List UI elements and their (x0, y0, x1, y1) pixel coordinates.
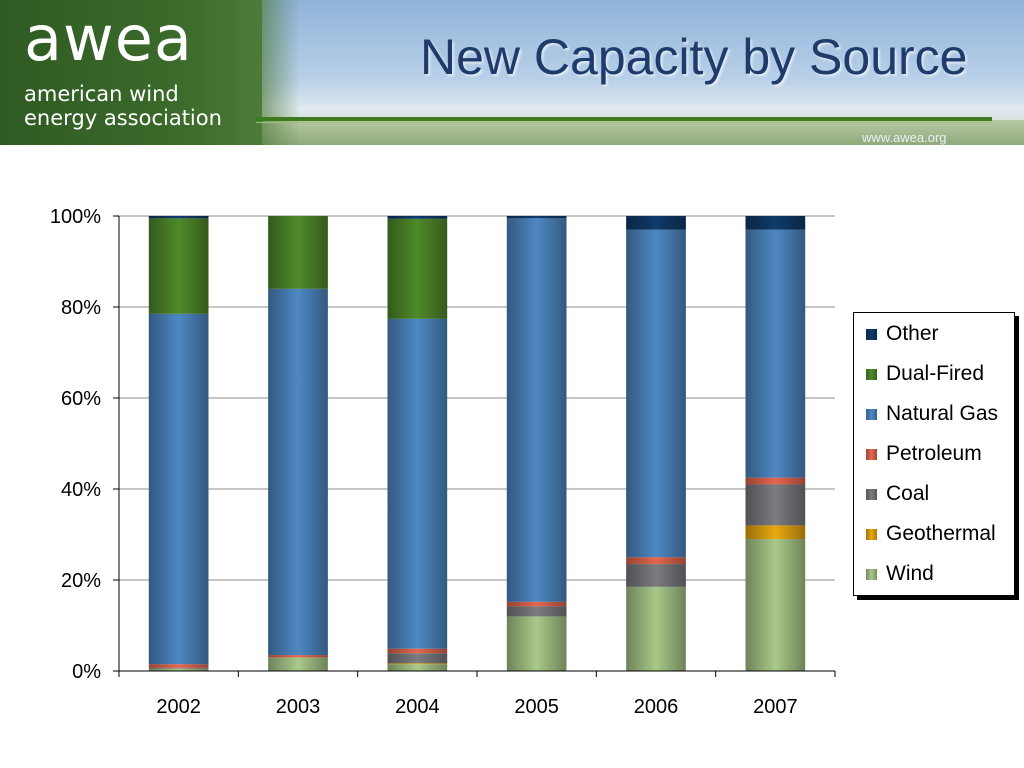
y-tick-label: 60% (61, 388, 101, 410)
legend-item-other: Other (866, 322, 939, 346)
y-tick-label: 80% (61, 297, 101, 319)
x-tick-label: 2004 (395, 696, 440, 718)
bar-segment-petroleum (626, 557, 686, 565)
bar-segment-petroleum (148, 664, 209, 668)
legend: Other Dual-Fired Natural Gas Petroleum Coal G… (853, 312, 1015, 596)
bar-segment-dual-fired (268, 216, 328, 289)
x-tick-label: 2006 (634, 696, 679, 718)
y-tick-label: 0% (72, 661, 101, 683)
legend-swatch (866, 568, 877, 580)
page-title: New Capacity by Source (420, 29, 968, 85)
header-landscape (262, 120, 1024, 145)
bar-segment-petroleum (268, 655, 328, 658)
bar-segment-petroleum (387, 648, 448, 654)
bar-segment-coal (387, 653, 448, 664)
legend-label: Other (886, 322, 939, 345)
bar-segment-wind (387, 664, 448, 671)
bar-segment-natural-gas (745, 229, 806, 478)
bars (148, 216, 806, 671)
axes (113, 215, 836, 677)
logo-wordmark: awea (24, 2, 193, 75)
gridlines (119, 215, 835, 581)
bar-segment-coal (148, 667, 209, 669)
y-tick-label: 20% (61, 570, 101, 592)
bar-segment-petroleum (506, 601, 567, 607)
bar-segment-other (626, 216, 686, 230)
bar-segment-wind (268, 657, 328, 671)
x-tick-label: 2002 (156, 696, 201, 718)
bar-segment-dual-fired (387, 218, 448, 319)
legend-item-petroleum: Petroleum (866, 442, 982, 466)
legend-item-wind: Wind (866, 562, 934, 586)
logo-subtitle: american wind energy association (24, 82, 222, 130)
bar-segment-geothermal (387, 663, 448, 665)
bar-segment-coal (626, 564, 686, 587)
x-tick-label: 2005 (514, 696, 559, 718)
legend-item-geothermal: Geothermal (866, 522, 996, 546)
bar-segment-natural-gas (626, 229, 686, 558)
legend-swatch (866, 368, 877, 380)
awea-logo-panel (0, 0, 262, 145)
bar-segment-coal (506, 606, 567, 617)
bar-segment-other (745, 216, 806, 230)
bar-segment-wind (506, 616, 567, 671)
y-tick-label: 40% (61, 479, 101, 501)
legend-item-natural-gas: Natural Gas (866, 402, 998, 426)
bar-segment-wind (148, 668, 209, 671)
legend-swatch (866, 528, 877, 540)
legend-swatch (866, 488, 877, 500)
bar-segment-coal (745, 484, 806, 526)
legend-label: Coal (886, 482, 930, 505)
legend-item-dual-fired: Dual-Fired (866, 362, 984, 386)
legend-label: Dual-Fired (886, 362, 985, 385)
legend-label: Geothermal (886, 522, 996, 545)
bar-segment-natural-gas (268, 288, 328, 656)
bar-segment-petroleum (745, 477, 806, 485)
legend-swatch (866, 408, 877, 420)
bar-segment-dual-fired (148, 218, 209, 314)
legend-label: Petroleum (886, 442, 982, 465)
title-rule (256, 117, 992, 121)
legend-item-coal: Coal (866, 482, 929, 506)
legend-label: Natural Gas (886, 402, 999, 425)
x-tick-label: 2003 (276, 696, 321, 718)
bar-segment-natural-gas (148, 313, 209, 665)
bar-segment-other (506, 216, 567, 219)
y-tick-label: 100% (50, 206, 101, 228)
bar-segment-other (387, 216, 448, 219)
bar-segment-wind (745, 539, 806, 671)
stacked-bar-chart: 0% 20% 40% 60% 80% 100% 2002 2003 2004 2005 2006 20… (50, 206, 836, 718)
tick-labels: 0% 20% 40% 60% 80% 100% 2002 2003 2004 2005 2006 20… (50, 206, 798, 718)
bar-segment-wind (626, 586, 686, 671)
website-url: www.awea.org (862, 130, 947, 145)
legend-label: Wind (886, 562, 934, 585)
legend-swatch (866, 448, 877, 460)
bar-segment-other (148, 216, 209, 219)
bar-segment-geothermal (745, 525, 806, 540)
legend-swatch (866, 328, 877, 340)
x-tick-label: 2007 (753, 696, 798, 718)
slide-header: awea american wind energy association Ne… (0, 0, 1024, 145)
bar-segment-natural-gas (387, 318, 448, 649)
bar-segment-natural-gas (506, 218, 567, 602)
title-rule-highlight (256, 122, 992, 123)
